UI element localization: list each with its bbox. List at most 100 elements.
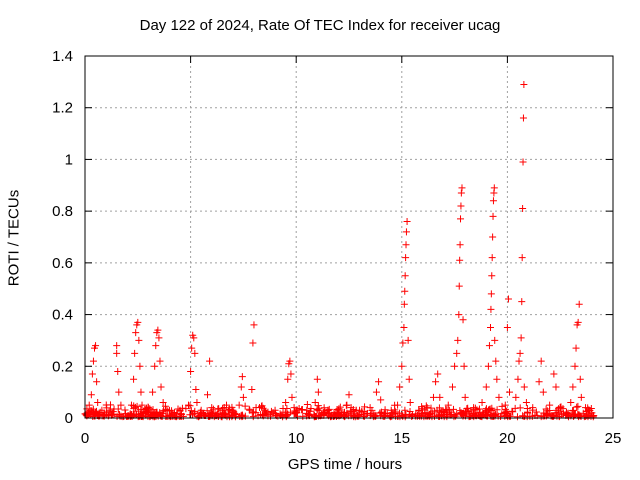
- data-point-baseline: [164, 407, 172, 415]
- plot-frame: [84, 55, 614, 419]
- data-point-baseline: [422, 402, 430, 410]
- data-point: [576, 375, 584, 383]
- data-point-baseline: [513, 413, 521, 421]
- data-point: [487, 290, 495, 298]
- data-point-baseline: [573, 403, 581, 411]
- data-point-baseline: [102, 401, 110, 409]
- data-point-baseline: [114, 405, 122, 413]
- data-point-baseline: [161, 402, 169, 410]
- data-point-baseline: [248, 409, 256, 417]
- data-point: [238, 373, 246, 381]
- data-point-baseline: [559, 405, 567, 413]
- data-point: [489, 233, 497, 241]
- data-point: [191, 349, 199, 357]
- data-point-baseline: [228, 413, 236, 421]
- data-point-baseline: [261, 410, 269, 418]
- data-point-baseline: [396, 413, 404, 421]
- data-point-baseline: [186, 402, 194, 410]
- data-point-baseline: [228, 403, 236, 411]
- data-point: [85, 401, 93, 409]
- data-point: [117, 401, 125, 409]
- data-point: [403, 217, 411, 225]
- data-point-baseline: [532, 408, 540, 416]
- data-point-baseline: [87, 411, 95, 419]
- data-point: [89, 357, 97, 365]
- data-point-baseline: [115, 411, 123, 419]
- x-tick-label: 5: [186, 430, 194, 447]
- x-tick-label: 15: [393, 430, 410, 447]
- data-point: [114, 367, 122, 375]
- data-point-baseline: [153, 411, 161, 419]
- data-point: [456, 241, 464, 249]
- data-point: [460, 362, 468, 370]
- data-point-baseline: [502, 408, 510, 416]
- data-point-baseline: [401, 406, 409, 414]
- data-point: [206, 357, 214, 365]
- data-point-baseline: [293, 409, 301, 417]
- data-point: [459, 316, 467, 324]
- data-point: [552, 383, 560, 391]
- data-point-baseline: [358, 408, 366, 416]
- data-point-baseline: [241, 412, 249, 420]
- data-point-baseline: [574, 402, 582, 410]
- data-point-baseline: [376, 409, 384, 417]
- data-point: [249, 339, 257, 347]
- data-point: [577, 393, 585, 401]
- data-point: [490, 184, 498, 192]
- data-point: [151, 362, 159, 370]
- data-point: [284, 375, 292, 383]
- data-point-baseline: [449, 405, 457, 413]
- data-point: [237, 383, 245, 391]
- data-points: [81, 80, 598, 421]
- data-point-baseline: [418, 403, 426, 411]
- data-point: [535, 378, 543, 386]
- data-point-baseline: [352, 406, 360, 414]
- data-point: [157, 383, 165, 391]
- data-point: [484, 362, 492, 370]
- data-point: [282, 398, 290, 406]
- data-point: [113, 349, 121, 357]
- data-point: [522, 398, 530, 406]
- data-point: [155, 334, 163, 342]
- data-point: [489, 212, 497, 220]
- data-point-baseline: [428, 409, 436, 417]
- data-point-baseline: [109, 410, 117, 418]
- data-point: [314, 388, 322, 396]
- data-point-baseline: [498, 402, 506, 410]
- data-point: [406, 398, 414, 406]
- y-tick-label: 1: [65, 151, 73, 168]
- data-point: [400, 300, 408, 308]
- data-point: [375, 378, 383, 386]
- data-point-baseline: [575, 411, 583, 419]
- data-point: [493, 375, 501, 383]
- data-point-baseline: [389, 410, 397, 418]
- data-point: [286, 357, 294, 365]
- data-point: [404, 336, 412, 344]
- data-point: [400, 324, 408, 331]
- data-point: [518, 254, 526, 262]
- data-point: [130, 375, 138, 383]
- data-point: [515, 357, 523, 365]
- data-point-baseline: [121, 406, 129, 414]
- data-point-baseline: [250, 408, 258, 416]
- data-point: [448, 383, 456, 391]
- data-point-baseline: [486, 406, 494, 414]
- data-point: [402, 254, 410, 262]
- data-point-baseline: [560, 410, 568, 418]
- data-point-baseline: [475, 405, 483, 413]
- data-point: [457, 189, 465, 197]
- data-point: [436, 393, 444, 401]
- data-point-baseline: [471, 404, 479, 412]
- data-point: [520, 383, 528, 391]
- data-point-baseline: [314, 402, 322, 410]
- data-point-baseline: [464, 404, 472, 412]
- data-point: [520, 80, 528, 88]
- data-point-baseline: [584, 413, 592, 421]
- data-point: [399, 339, 407, 347]
- data-point-baseline: [516, 404, 524, 412]
- data-point: [184, 401, 192, 409]
- data-point: [574, 318, 582, 326]
- data-point: [504, 295, 512, 303]
- data-point-baseline: [303, 401, 311, 409]
- data-point-baseline: [501, 412, 509, 420]
